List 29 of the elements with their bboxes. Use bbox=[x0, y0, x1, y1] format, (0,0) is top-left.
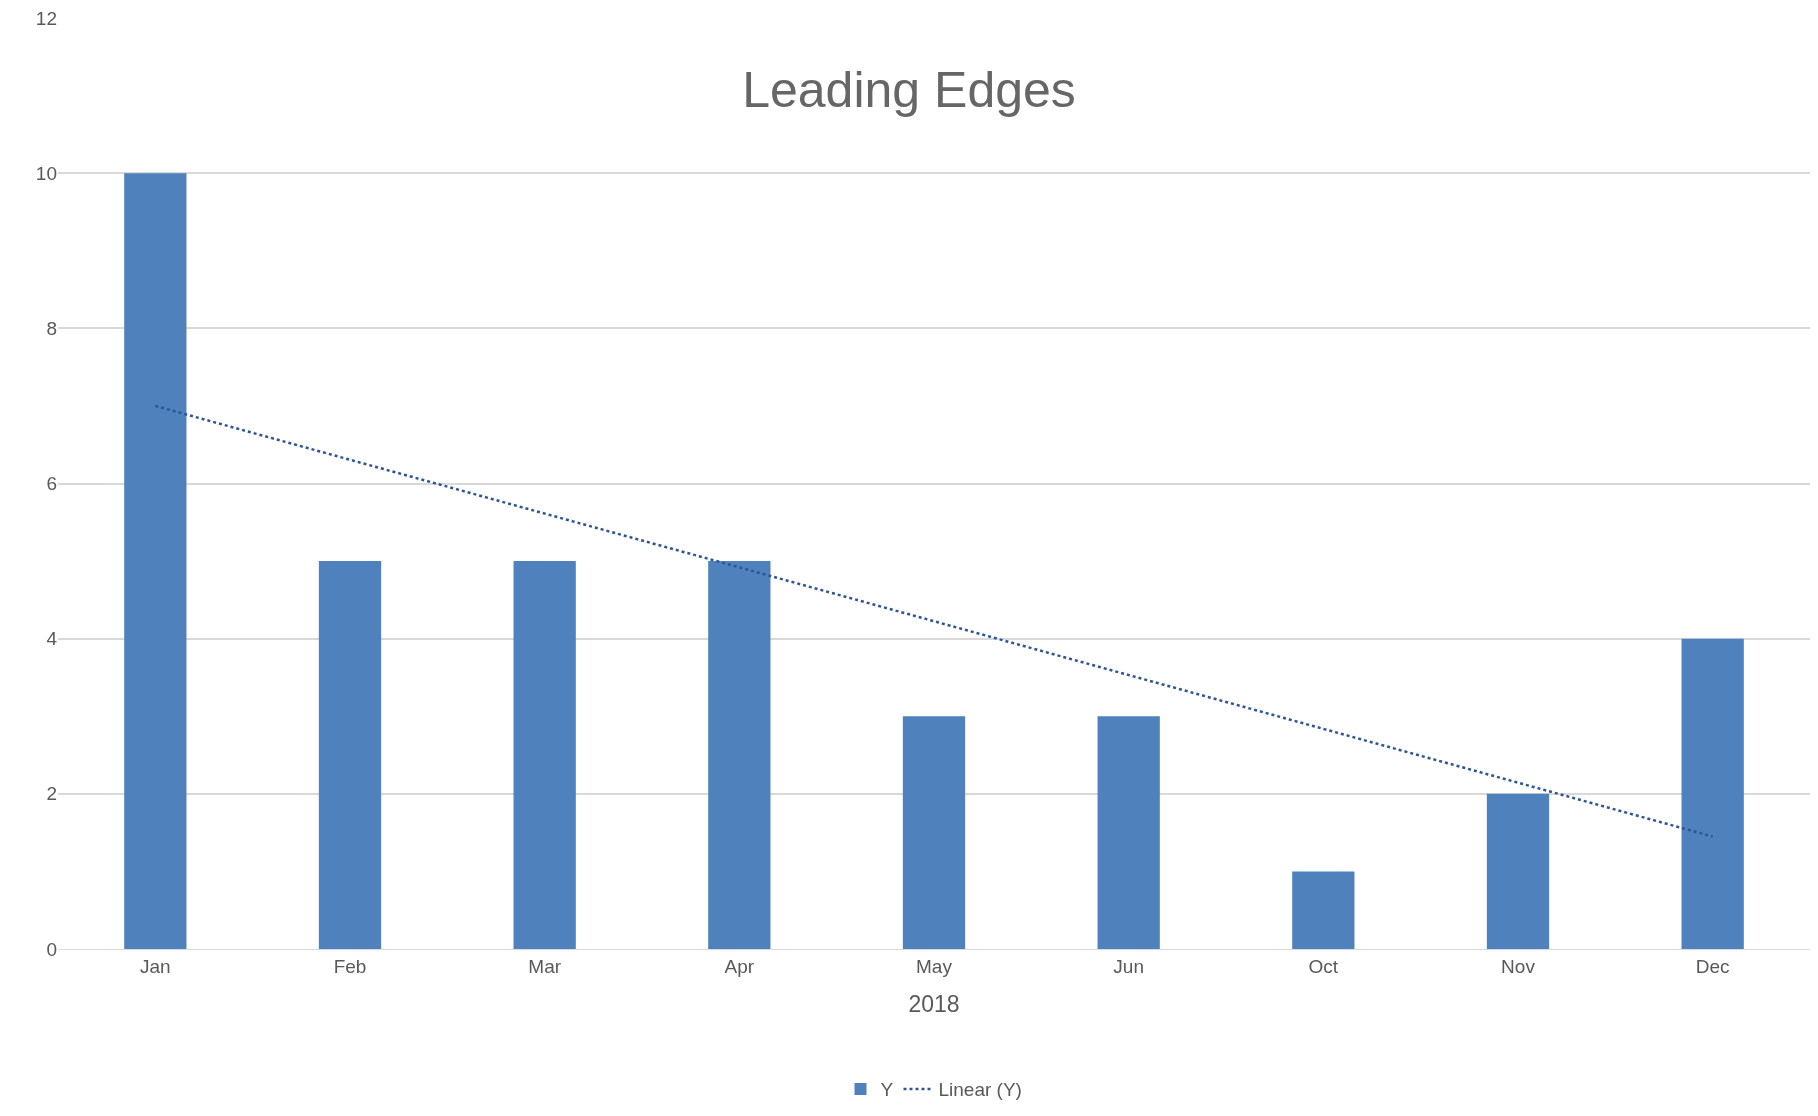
y-tick-label: 6 bbox=[46, 473, 57, 495]
y-tick-label: 0 bbox=[46, 938, 57, 960]
y-tick-label: 10 bbox=[35, 162, 57, 184]
y-tick-label: 8 bbox=[46, 317, 57, 339]
bar bbox=[1097, 716, 1160, 949]
x-tick-label: Dec bbox=[1695, 955, 1730, 977]
x-tick-label: Nov bbox=[1501, 955, 1536, 977]
x-tick-label: Oct bbox=[1308, 955, 1339, 977]
bar bbox=[1681, 638, 1744, 949]
legend-label: Linear (Y) bbox=[938, 1079, 1022, 1101]
x-tick-label: Apr bbox=[724, 955, 755, 977]
x-axis-title: 2018 bbox=[908, 991, 960, 1018]
x-tick-label: May bbox=[916, 955, 953, 977]
text: Leading Edges bbox=[742, 61, 1076, 118]
y-tick-label: 12 bbox=[35, 7, 57, 29]
x-tick-label: Jan bbox=[140, 955, 171, 977]
x-tick-label: Jun bbox=[1113, 955, 1144, 977]
bar bbox=[708, 561, 771, 949]
bar bbox=[513, 561, 576, 949]
x-tick-label: Feb bbox=[333, 955, 367, 977]
y-tick-label: 4 bbox=[46, 628, 58, 650]
x-tick-label: Mar bbox=[528, 955, 562, 977]
bar bbox=[318, 561, 382, 949]
bar bbox=[902, 716, 966, 949]
legend-label: Y bbox=[880, 1079, 894, 1101]
bar bbox=[1292, 871, 1355, 949]
bar bbox=[124, 173, 187, 949]
bar bbox=[1486, 793, 1550, 949]
y-tick-label: 2 bbox=[46, 783, 57, 805]
